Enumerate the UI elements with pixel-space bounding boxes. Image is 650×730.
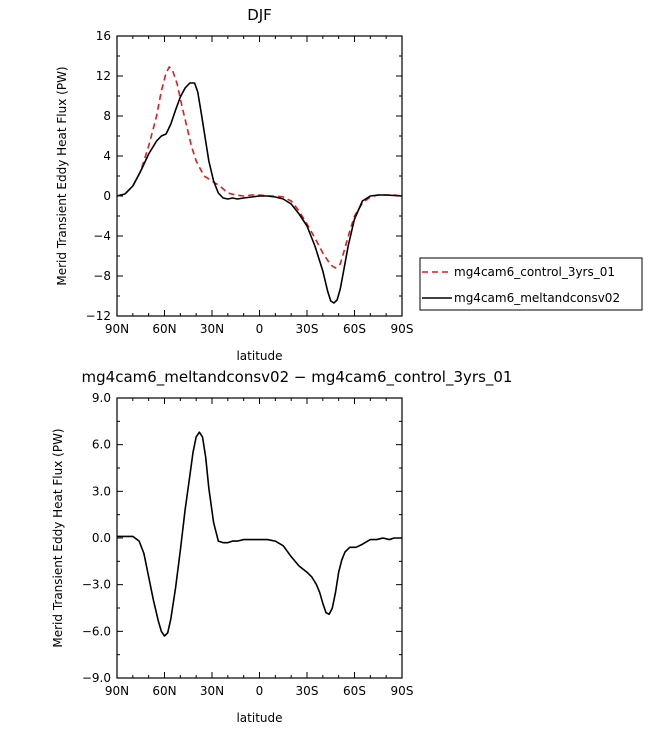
y-tick-label: −12 (86, 309, 111, 323)
series-line-2 (116, 82, 403, 304)
y-tick-label: 8 (103, 109, 111, 123)
y-tick-label: 16 (96, 29, 111, 43)
y-tick-label: −9.0 (82, 671, 111, 685)
x-axis-label: latitude (236, 711, 282, 725)
y-tick-label: 9.0 (92, 391, 111, 405)
x-tick-label: 60S (343, 684, 366, 698)
x-tick-label: 30N (200, 322, 224, 336)
y-tick-label: 0.0 (92, 531, 111, 545)
y-tick-label: −3.0 (82, 578, 111, 592)
chart-panel-2: mg4cam6_meltandconsv02 − mg4cam6_control… (51, 368, 512, 725)
x-tick-label: 60N (152, 684, 176, 698)
y-tick-label: 4 (103, 149, 111, 163)
series-line-1 (116, 66, 403, 269)
x-tick-label: 60N (152, 322, 176, 336)
chart-title: mg4cam6_meltandconsv02 − mg4cam6_control… (82, 368, 513, 387)
y-tick-label: −8 (93, 269, 111, 283)
y-tick-label: −6.0 (82, 624, 111, 638)
legend-label-1: mg4cam6_control_3yrs_01 (454, 265, 615, 279)
y-tick-label: 3.0 (92, 484, 111, 498)
x-tick-label: 90S (391, 322, 414, 336)
y-tick-label: 12 (96, 69, 111, 83)
legend: mg4cam6_control_3yrs_01 mg4cam6_meltandco… (419, 257, 643, 311)
y-axis-label: Merid Transient Eddy Heat Flux (PW) (55, 66, 69, 285)
plot-frame (116, 35, 403, 317)
y-tick-label: −4 (93, 229, 111, 243)
x-tick-label: 30S (296, 322, 319, 336)
y-tick-label: 0 (103, 189, 111, 203)
plot-frame (116, 397, 403, 679)
series-line-1 (117, 431, 402, 637)
y-tick-label: 6.0 (92, 438, 111, 452)
chart-title: DJF (247, 6, 272, 24)
x-tick-label: 90N (105, 322, 129, 336)
x-tick-label: 30S (296, 684, 319, 698)
legend-box (419, 257, 643, 311)
x-tick-label: 90S (391, 684, 414, 698)
x-tick-label: 0 (256, 322, 264, 336)
y-axis-label: Merid Transient Eddy Heat Flux (PW) (51, 428, 65, 647)
x-tick-label: 0 (256, 684, 264, 698)
x-tick-label: 90N (105, 684, 129, 698)
x-tick-label: 30N (200, 684, 224, 698)
x-tick-label: 60S (343, 322, 366, 336)
x-axis-label: latitude (236, 349, 282, 363)
legend-label-2: mg4cam6_meltandconsv02 (454, 291, 620, 305)
